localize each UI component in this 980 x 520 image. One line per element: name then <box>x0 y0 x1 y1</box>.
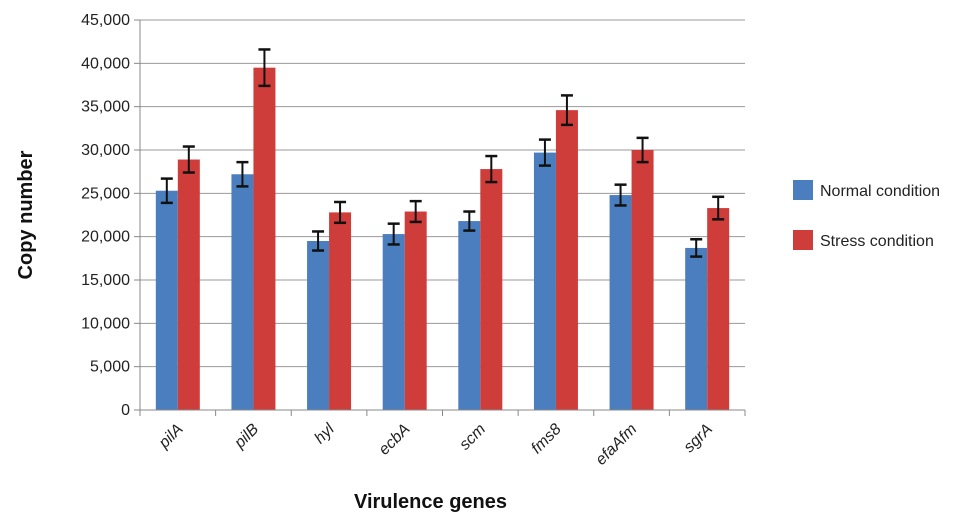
bar-normal-hyl <box>307 241 330 410</box>
bar-stress-ecbA <box>404 211 427 410</box>
x-tick-labels: pilA pilB hyl ecbA scm fms8 efaAfm sgrA <box>139 410 746 469</box>
error-bar <box>258 48 271 88</box>
bars <box>155 67 730 411</box>
y-tick-label: 30,000 <box>81 142 130 159</box>
y-tick-label: 0 <box>121 402 130 419</box>
error-bar <box>485 154 498 184</box>
bar-normal-fms8 <box>533 152 556 410</box>
legend-label: Normal condition <box>820 183 940 200</box>
x-tick-label: pilB <box>231 421 263 453</box>
x-tick-label: scm <box>456 421 489 454</box>
error-bar <box>236 160 249 188</box>
y-tick-label: 45,000 <box>81 12 130 29</box>
error-bar <box>636 136 649 164</box>
y-tick-label: 25,000 <box>81 185 130 202</box>
x-axis-title: Virulence genes <box>354 491 507 513</box>
error-bar <box>614 183 627 207</box>
y-tick-label: 35,000 <box>81 99 130 116</box>
bar-normal-pilA <box>155 190 178 410</box>
bar-normal-efaAfm <box>609 195 632 410</box>
gridlines <box>140 19 745 368</box>
y-tick-labels: 0 5,000 10,000 15,000 20,000 25,000 30,000 35,0… <box>81 12 140 419</box>
y-tick-label: 10,000 <box>81 315 130 332</box>
error-bar <box>334 200 347 225</box>
bar-stress-fms8 <box>555 110 578 410</box>
legend-label: Stress condition <box>820 233 934 250</box>
y-tick-label: 15,000 <box>81 272 130 289</box>
error-bar <box>182 145 195 174</box>
error-bar <box>387 222 400 246</box>
error-bars <box>160 48 725 258</box>
y-tick-label: 5,000 <box>90 359 130 376</box>
error-bar <box>160 177 173 205</box>
legend-item: Normal condition <box>793 180 940 200</box>
bar-normal-scm <box>458 221 481 410</box>
y-axis-title: Copy number <box>15 150 37 279</box>
x-tick-label: pilA <box>155 421 187 453</box>
x-tick-label: efaAfm <box>593 421 641 469</box>
y-tick-label: 20,000 <box>81 229 130 246</box>
error-bar <box>538 138 551 167</box>
axes <box>139 20 745 411</box>
bar-normal-ecbA <box>382 234 405 410</box>
x-tick-label: ecbA <box>376 421 414 459</box>
bar-normal-pilB <box>231 174 254 410</box>
bar-stress-pilB <box>253 67 276 411</box>
error-bar <box>409 199 422 224</box>
bar-stress-sgrA <box>707 208 730 410</box>
error-bar <box>712 195 725 221</box>
error-bar <box>312 230 325 252</box>
error-bar <box>560 94 573 127</box>
bar-stress-hyl <box>329 212 352 410</box>
x-tick-label: fms8 <box>528 421 565 458</box>
error-bar <box>690 238 703 258</box>
bar-stress-scm <box>480 169 503 410</box>
legend-item: Stress condition <box>793 230 934 250</box>
bar-stress-efaAfm <box>631 150 654 410</box>
bar-stress-pilA <box>177 159 200 410</box>
legend: Normal condition Stress condition <box>793 180 940 250</box>
error-bar <box>463 210 476 232</box>
x-tick-label: sgrA <box>681 421 716 456</box>
bar-normal-sgrA <box>685 247 708 410</box>
y-tick-label: 40,000 <box>81 55 130 72</box>
x-tick-label: hyl <box>311 420 338 447</box>
legend-swatch <box>793 230 813 250</box>
legend-swatch <box>793 180 813 200</box>
